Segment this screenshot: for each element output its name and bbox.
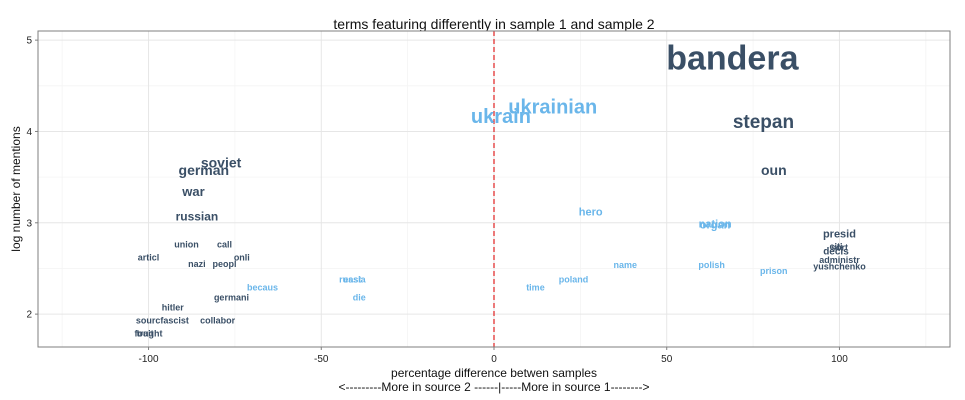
term-label-oun: oun (761, 162, 787, 178)
term-label-ukrain: ukrain (471, 106, 531, 128)
term-labels: bandera stepan oun presidcitisortdecisadmin… (135, 39, 867, 338)
term-label-ukrainian: ukrainian (508, 97, 597, 119)
term-label-nazi: nazi (188, 259, 206, 269)
term-label-sourcfascist: sourcfascist (136, 316, 189, 326)
term-label-call: call (217, 240, 232, 250)
term-label-trait: trait (137, 328, 154, 338)
term-label-soviet: soviet (201, 155, 242, 171)
term-label-east: east (343, 274, 361, 284)
term-label-stepan: stepan (733, 112, 794, 133)
term-label-time: time (526, 283, 545, 293)
y-tick-label: 2 (26, 310, 32, 321)
term-label-organ: organ (700, 220, 731, 232)
x-tick-label: -50 (314, 354, 329, 365)
term-label-becaus: becaus (247, 283, 278, 293)
x-axis-subtitle: <---------More in source 2 ------|-----M… (338, 380, 649, 394)
y-axis-title: log number of mentions (9, 126, 23, 251)
plot-panel-border (37, 30, 951, 348)
axes: -100 -50 0 50 100 2 3 4 5 (26, 36, 848, 365)
term-label-nation: nation (699, 219, 732, 231)
term-label-administr: administr (819, 255, 860, 265)
x-tick-label: -100 (139, 354, 159, 365)
term-label-die: die (353, 293, 366, 303)
y-tick-label: 3 (26, 218, 32, 229)
term-label-russian: russian (176, 209, 219, 223)
term-label-germani: germani (214, 293, 249, 303)
term-label-bandera: bandera (666, 39, 799, 77)
x-axis-title: percentage difference betwen samples (391, 366, 597, 380)
term-label-name: name (614, 260, 638, 270)
term-label-presid: presid (823, 229, 856, 241)
term-label-polish: polish (698, 260, 725, 270)
chart-title: terms featuring differently in sample 1 … (333, 16, 654, 32)
term-label-sort: sort (831, 242, 848, 252)
term-label-prison: prison (760, 266, 788, 276)
term-label-onli: onli (234, 252, 250, 262)
term-label-german: german (179, 162, 230, 178)
term-label-decis: decis (823, 247, 849, 258)
x-tick-label: 0 (491, 354, 497, 365)
term-label-union: union (174, 240, 199, 250)
x-tick-label: 50 (661, 354, 673, 365)
term-label-peopl: peopl (213, 259, 237, 269)
term-label-articl: articl (138, 252, 160, 262)
term-label-poland: poland (559, 274, 589, 284)
y-tick-label: 4 (26, 127, 32, 138)
term-label-hitler: hitler (162, 303, 185, 313)
term-label-collabor: collabor (200, 316, 236, 326)
y-tick-label: 5 (26, 36, 32, 47)
term-label-yushchenko: yushchenko (813, 262, 866, 272)
term-label-war: war (181, 184, 204, 199)
x-tick-label: 100 (831, 354, 848, 365)
term-label-russia: russia (339, 274, 367, 284)
term-label-citi: citi (829, 242, 842, 252)
term-label-fought: fought (135, 328, 163, 338)
term-label-hero: hero (579, 207, 603, 219)
